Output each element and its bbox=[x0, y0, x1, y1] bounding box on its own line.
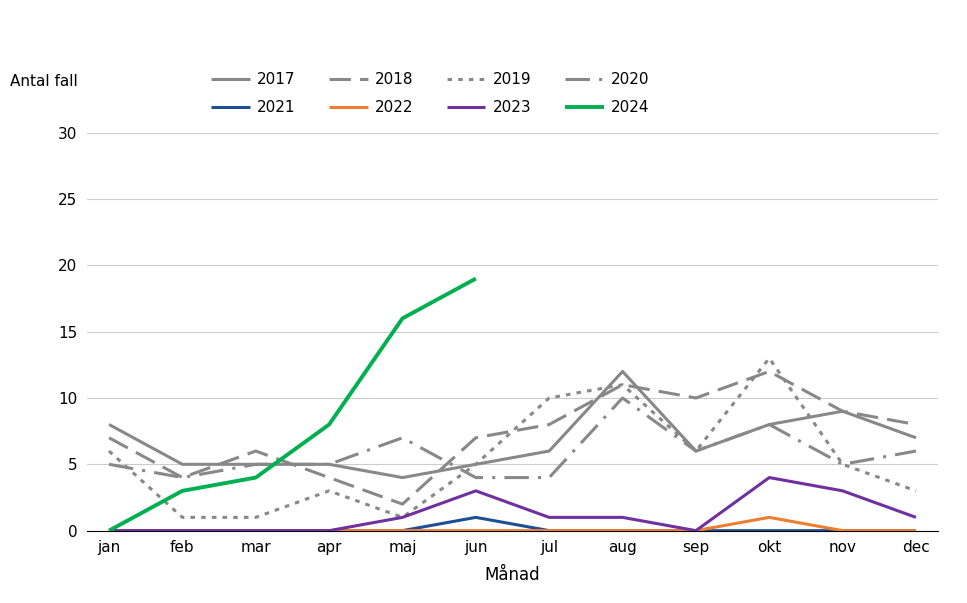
Legend: 2021, 2022, 2023, 2024: 2021, 2022, 2023, 2024 bbox=[205, 94, 656, 121]
Text: Antal fall: Antal fall bbox=[10, 74, 77, 89]
X-axis label: Månad: Månad bbox=[484, 566, 541, 584]
